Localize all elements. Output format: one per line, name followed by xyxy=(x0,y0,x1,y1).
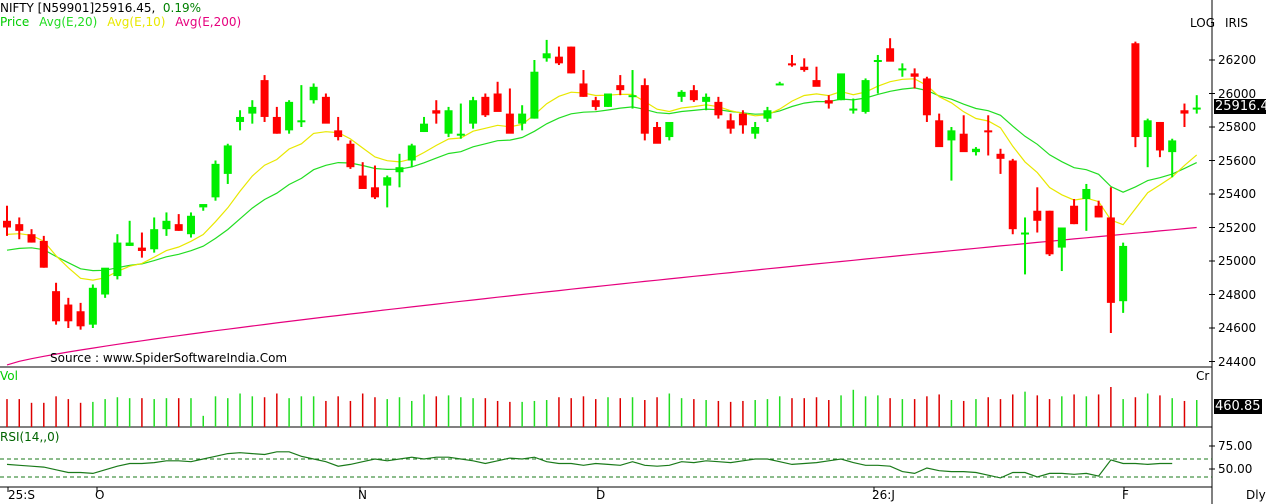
legend-ema200[interactable]: Avg(E,200) xyxy=(175,15,242,29)
rsi-panel-label: RSI(14,,0) xyxy=(0,430,60,444)
price-tick: 25400 xyxy=(1218,187,1257,201)
symbol-label: NIFTY [N59901] xyxy=(0,1,95,15)
last-price: 25916.45, xyxy=(94,1,156,15)
price-tick: 24600 xyxy=(1218,321,1257,335)
indicator-legend: Price Avg(E,20) Avg(E,10) Avg(E,200) xyxy=(0,15,247,29)
price-tick: 24400 xyxy=(1218,354,1257,369)
x-label-sep: 25:S xyxy=(8,488,35,502)
volume-unit-label: Cr xyxy=(1196,369,1210,383)
period-label[interactable]: Dly xyxy=(1246,488,1266,502)
price-tick: 26200 xyxy=(1218,53,1257,67)
change-percent: 0.19% xyxy=(162,1,202,15)
x-label-dec: D xyxy=(596,488,606,502)
price-tick: 25200 xyxy=(1218,220,1257,235)
log-scale-toggle[interactable]: LOG xyxy=(1190,16,1216,30)
x-label-oct: O xyxy=(95,488,105,502)
rsi-tick-50: 50.00 xyxy=(1218,462,1253,476)
rsi-tick-75: 75.00 xyxy=(1218,439,1253,453)
x-label-jan: 26:J xyxy=(872,488,895,502)
x-label-feb: F xyxy=(1122,488,1129,502)
x-label-nov: N xyxy=(358,488,367,502)
price-tick: 25800 xyxy=(1218,120,1257,134)
chart-title: NIFTY [N59901]25916.45, 0.19% xyxy=(0,1,201,15)
legend-ema20[interactable]: Avg(E,20) xyxy=(39,15,98,29)
last-price-tag: 25916.4 xyxy=(1214,99,1266,114)
price-tick: 24800 xyxy=(1218,287,1257,302)
price-tick: 25600 xyxy=(1218,153,1257,168)
price-tick: 25000 xyxy=(1218,254,1257,268)
legend-price[interactable]: Price xyxy=(0,15,30,29)
price-tick: 26000 xyxy=(1218,86,1257,101)
volume-panel-label: Vol xyxy=(0,369,18,383)
iris-label: IRIS xyxy=(1225,16,1249,30)
source-watermark: Source : www.SpiderSoftwareIndia.Com xyxy=(50,351,288,365)
legend-ema10[interactable]: Avg(E,10) xyxy=(107,15,166,29)
volume-last-tag: 460.85 xyxy=(1214,399,1262,414)
